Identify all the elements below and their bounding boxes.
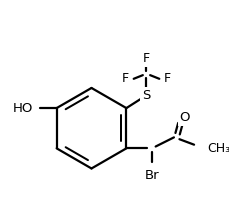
Text: F: F (142, 52, 149, 65)
Text: S: S (142, 89, 150, 102)
Text: F: F (121, 72, 128, 85)
Text: O: O (179, 111, 189, 124)
Text: CH₃: CH₃ (206, 142, 229, 155)
Text: F: F (163, 72, 170, 85)
Text: Br: Br (144, 169, 159, 182)
Text: HO: HO (12, 102, 33, 115)
